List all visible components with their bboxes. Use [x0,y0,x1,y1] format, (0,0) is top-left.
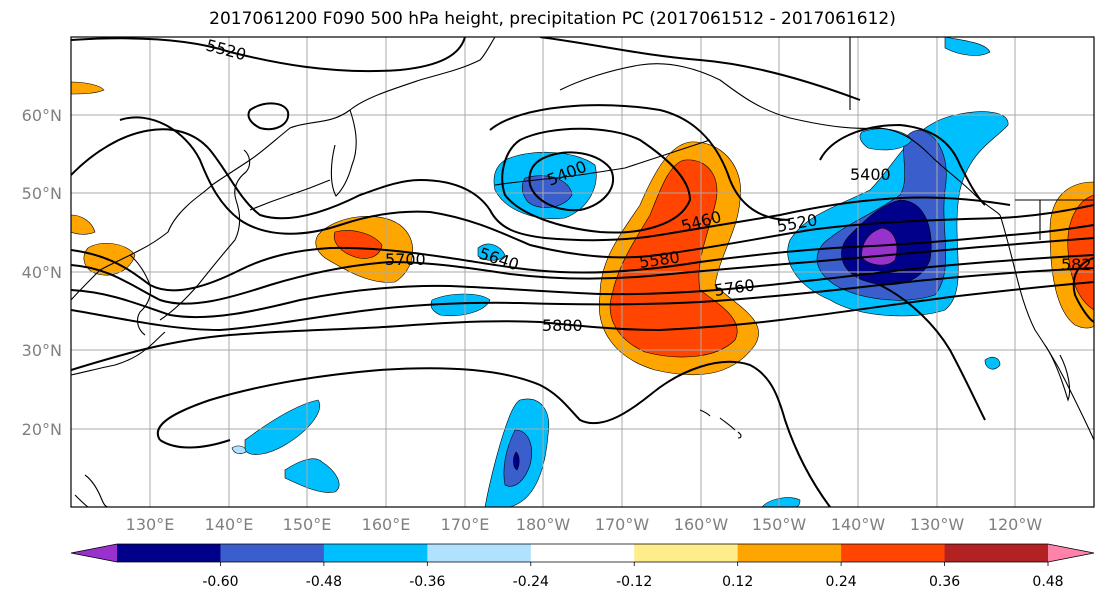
coastline-hawaii [699,409,742,439]
colorbar-swatch [944,544,1049,562]
contour-5460-loop [501,127,692,234]
colorbar-swatch [427,544,532,562]
colorbar-tick-label: -0.60 [202,574,238,590]
colorbar-tick-label: -0.36 [409,574,445,590]
lat-label: 20°N [22,420,62,439]
lon-label: 140°E [205,515,254,534]
colorbar-tick-label: -0.48 [306,574,342,590]
colorbar-extend-low [71,544,117,562]
coastline-kamchatka [330,109,357,197]
contour-label: 582 [1061,255,1092,274]
colorbar-extend-high [1048,544,1094,562]
contour-5400-loop [528,151,615,212]
contour-5880-south-west [159,439,231,449]
lon-label: 170°E [441,515,490,534]
contour-label: 5880 [542,316,583,335]
contour-5520-east [539,37,861,101]
colorbar-tick-label: 0.24 [826,574,857,590]
lon-label: 160°W [674,515,729,534]
colorbar-tick-label: -0.12 [616,574,652,590]
colorbar-tick-label: 0.12 [722,574,753,590]
precip-weak-negative-1 [231,445,247,454]
contour-5880-south-loop [157,360,831,507]
coastline-east-asia [71,37,496,301]
colorbar-tick-label: 0.36 [929,574,960,590]
contour-5520-band [71,128,1011,242]
colorbar-swatch [634,544,739,562]
precip-strong-west-pacific [333,230,383,259]
colorbar: -0.60 -0.48 -0.36 -0.24 -0.12 0.12 0.24 0.36 0.4… [70,543,1095,590]
coastline-north-america-west [999,214,1094,441]
contour-5880-se-arm [879,284,986,421]
coastline-kurils [249,179,331,211]
contour-5400-east [819,123,986,206]
lon-label: 130°E [126,515,175,534]
precip-negative-mid-pacific [430,293,491,317]
map-frame [70,36,1095,508]
precip-neg-subtropics-center [513,451,520,471]
precip-negative-small-sw [984,356,1001,370]
contour-label: 5400 [850,165,891,184]
contour-east-hook [1072,257,1094,323]
longitude-axis: 130°E 140°E 150°E 160°E 170°E 180°W 170°… [126,515,1043,534]
lon-label: 170°W [595,515,650,534]
colorbar-swatch [737,544,842,562]
colorbar-swatch [220,544,325,562]
lon-label: 160°E [362,515,411,534]
coastline-korea [129,254,152,336]
contour-5520-north [71,37,466,73]
colorbar-swatch [117,544,221,562]
lat-label: 50°N [22,184,62,203]
contour-5520-loop [489,104,791,221]
colorbar-swatch [841,544,946,562]
lat-label: 40°N [22,263,62,282]
precip-negative-north-edge [944,37,991,56]
lon-label: 140°W [831,515,886,534]
precip-negative-near-dateline [477,243,506,261]
contour-5640 [71,224,1094,292]
contour-5460-nw [247,102,290,131]
contour-5580 [119,116,1094,259]
lon-label: 180°W [516,515,571,534]
lon-label: 130°W [910,515,965,534]
contour-5820 [71,267,1094,332]
lon-label: 150°W [752,515,807,534]
lon-label: 150°E [283,515,332,534]
coastline-china-south [71,331,166,376]
coastline-canada-border [849,37,1094,240]
precip-negative-west-subtropics [244,399,320,455]
colorbar-swatch [530,544,635,562]
colorbar-tick-label: -0.24 [513,574,549,590]
lat-label: 60°N [22,106,62,125]
precip-strong-central-pacific [609,159,738,358]
contour-5880 [71,281,1094,371]
contour-5700 [71,237,1094,305]
precip-positive-west-edge-2 [71,214,96,235]
latitude-axis: 60°N 50°N 40°N 30°N 20°N [22,106,62,439]
coastline-baja [1044,344,1071,402]
contour-5760 [71,254,1094,319]
precip-positive-west-edge [71,81,105,95]
colorbar-tick-label: 0.48 [1032,574,1063,590]
lat-label: 30°N [22,341,62,360]
colorbar-swatch [323,544,428,562]
lon-label: 120°W [988,515,1043,534]
colorbar-outline [70,543,1095,563]
contour-label: 5700 [385,250,426,269]
map-panel: 5520 5400 5460 5520 5400 5640 5580 5700 … [70,36,1095,508]
height-contours [71,37,1094,507]
map-title: 2017061200 F090 500 hPa height, precipit… [209,9,896,29]
coastline-alaska [559,63,1001,216]
